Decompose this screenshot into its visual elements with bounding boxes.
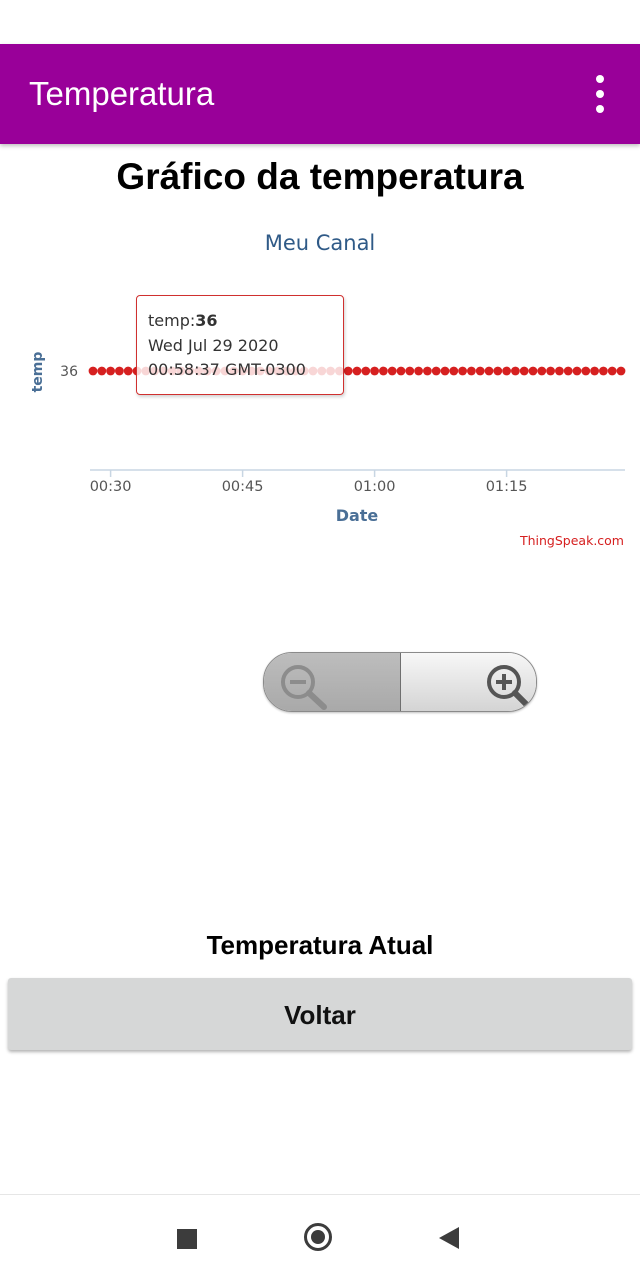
- data-point[interactable]: [387, 366, 397, 376]
- more-vert-icon[interactable]: [580, 74, 620, 114]
- data-point[interactable]: [511, 366, 520, 376]
- zoom-out-button[interactable]: [264, 653, 400, 711]
- tooltip-time: 00:58:37 GMT-0300: [148, 360, 306, 379]
- data-point[interactable]: [599, 366, 608, 376]
- recents-square-icon[interactable]: [177, 1229, 197, 1249]
- x-ticks: 00:30 00:45 01:00 01:15: [90, 470, 528, 495]
- data-point[interactable]: [537, 366, 547, 376]
- data-point[interactable]: [123, 366, 133, 376]
- page-title: Gráfico da temperatura: [116, 156, 524, 197]
- tooltip-series-label: temp:: [148, 311, 196, 330]
- chart-title[interactable]: Meu Canal: [265, 231, 376, 255]
- data-point[interactable]: [106, 366, 115, 376]
- zoom-in-icon: [487, 665, 530, 708]
- data-point[interactable]: [519, 366, 529, 376]
- chart-tooltip: temp:36 Wed Jul 29 2020 00:58:37 GMT-030…: [136, 295, 344, 395]
- current-temperature-label: Temperatura Atual: [206, 930, 434, 960]
- home-circle-icon[interactable]: [304, 1223, 332, 1251]
- app-title: Temperatura: [29, 75, 215, 112]
- x-tick-label: 00:45: [222, 479, 264, 495]
- data-point[interactable]: [414, 366, 423, 376]
- data-point[interactable]: [581, 366, 591, 376]
- data-point[interactable]: [361, 366, 371, 376]
- data-point[interactable]: [590, 366, 599, 376]
- y-tick-labels: 36: [60, 364, 78, 380]
- data-point[interactable]: [88, 366, 98, 376]
- data-point[interactable]: [396, 366, 406, 376]
- status-bar: [0, 0, 640, 44]
- thingspeak-credit[interactable]: ThingSpeak.com: [519, 533, 624, 548]
- data-point[interactable]: [528, 366, 538, 376]
- data-point[interactable]: [555, 366, 564, 376]
- temperature-chart: Meu Canal temp 36 00:30 00:45 01:00 01:15 D…: [0, 215, 640, 560]
- zoom-out-icon: [281, 665, 327, 710]
- data-point[interactable]: [607, 366, 617, 376]
- data-point[interactable]: [115, 366, 124, 376]
- data-point[interactable]: [467, 366, 476, 376]
- y-axis-label: temp: [30, 352, 46, 393]
- data-point[interactable]: [484, 366, 494, 376]
- x-tick-label: 00:30: [90, 479, 132, 495]
- data-point[interactable]: [572, 366, 582, 376]
- x-tick-label: 01:15: [486, 479, 528, 495]
- data-point[interactable]: [563, 366, 573, 376]
- data-point[interactable]: [97, 366, 107, 376]
- x-axis-label: Date: [336, 506, 379, 525]
- data-point[interactable]: [493, 366, 503, 376]
- data-point[interactable]: [343, 366, 353, 376]
- data-point[interactable]: [423, 366, 432, 376]
- data-point[interactable]: [546, 366, 555, 376]
- data-point[interactable]: [370, 366, 379, 376]
- data-point[interactable]: [449, 366, 459, 376]
- tooltip-value: 36: [195, 311, 218, 330]
- data-point[interactable]: [352, 366, 362, 376]
- data-point[interactable]: [502, 366, 511, 376]
- app-bar: Temperatura: [0, 44, 640, 144]
- data-point[interactable]: [616, 366, 626, 376]
- zoom-in-button[interactable]: [401, 653, 536, 711]
- tooltip-date: Wed Jul 29 2020: [148, 336, 279, 355]
- data-point[interactable]: [405, 366, 415, 376]
- back-triangle-icon[interactable]: [439, 1227, 459, 1249]
- data-point[interactable]: [431, 366, 441, 376]
- y-tick-label: 36: [60, 364, 78, 380]
- data-point[interactable]: [440, 366, 450, 376]
- data-point[interactable]: [379, 366, 388, 376]
- zoom-control: [263, 652, 537, 712]
- data-point[interactable]: [475, 366, 485, 376]
- zoom-divider: [400, 653, 402, 711]
- data-point[interactable]: [458, 366, 467, 376]
- x-tick-label: 01:00: [354, 479, 396, 495]
- tooltip-series-line: temp:36: [148, 311, 218, 330]
- navigation-bar: [0, 1194, 640, 1281]
- back-button[interactable]: Voltar: [8, 978, 632, 1050]
